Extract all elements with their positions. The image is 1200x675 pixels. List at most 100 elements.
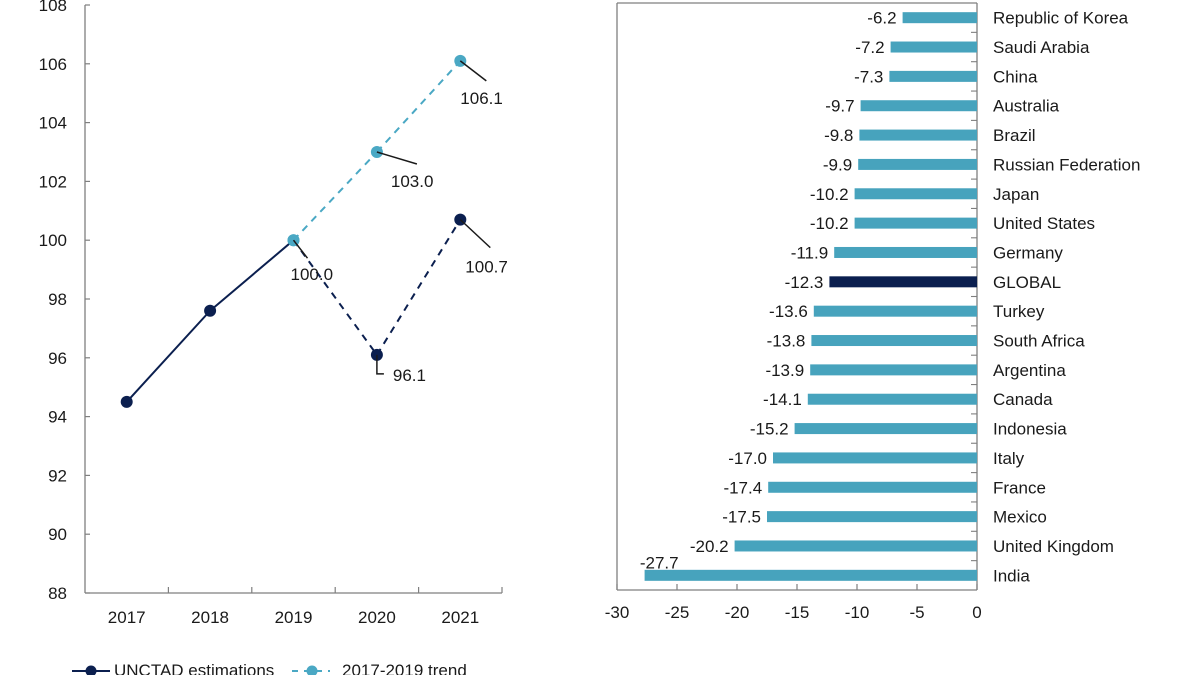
estimation-line-segment	[209, 239, 295, 312]
category-label: Indonesia	[993, 420, 1067, 439]
category-label: United Kingdom	[993, 537, 1114, 556]
bar	[811, 335, 977, 347]
estimation-line-segment	[376, 219, 462, 356]
y-tick-label: 104	[39, 114, 67, 133]
bar	[854, 188, 977, 200]
bar-global	[829, 276, 977, 288]
category-label: United States	[993, 214, 1095, 233]
estimation-point	[120, 395, 133, 408]
data-label: -15.2	[750, 420, 789, 439]
trend-line-segment	[292, 151, 378, 241]
bar	[889, 70, 977, 82]
x-tick-label: -5	[909, 603, 924, 622]
data-label: -14.1	[763, 390, 802, 409]
data-label: -27.7	[640, 553, 679, 572]
x-tick-label: 2019	[275, 608, 313, 627]
data-label: -13.6	[769, 302, 808, 321]
bar	[860, 100, 977, 112]
bar	[902, 12, 977, 24]
y-tick-label: 106	[39, 55, 67, 74]
data-label: -9.7	[825, 97, 854, 116]
bar	[834, 246, 977, 258]
label-leader-line	[292, 239, 309, 259]
data-label: -17.5	[722, 508, 761, 527]
legend-estimation-label: UNCTAD estimations	[114, 661, 274, 675]
trend-line-segment	[376, 60, 462, 153]
data-label: -17.0	[728, 449, 767, 468]
bar	[767, 511, 977, 523]
bar	[813, 305, 977, 317]
category-label: Mexico	[993, 508, 1047, 527]
bar	[810, 364, 977, 376]
y-tick-label: 102	[39, 172, 67, 191]
legend-trend-marker-icon	[306, 665, 318, 675]
label-leader-line	[376, 151, 418, 165]
line-chart: 88 90 92 94 96 98 100 102 104 106 108 2017 2018 2019 2…	[39, 0, 508, 675]
category-label: Germany	[993, 243, 1063, 262]
data-label: 106.1	[460, 89, 503, 108]
category-label: Italy	[993, 449, 1025, 468]
category-label: Brazil	[993, 126, 1036, 145]
x-tick-label: -25	[665, 603, 690, 622]
category-label: Japan	[993, 185, 1039, 204]
bar	[854, 217, 977, 229]
category-label: France	[993, 478, 1046, 497]
y-tick-label: 100	[39, 231, 67, 250]
y-tick-label: 98	[48, 290, 67, 309]
category-label: Russian Federation	[993, 155, 1140, 174]
data-label: -10.2	[810, 185, 849, 204]
data-label: -12.3	[785, 273, 824, 292]
data-label: 103.0	[391, 172, 434, 191]
data-label: -13.8	[767, 332, 806, 351]
x-tick-label: 0	[972, 603, 981, 622]
data-label: -7.2	[855, 38, 884, 57]
data-label: 100.7	[465, 258, 508, 277]
bar	[807, 393, 977, 405]
data-label: 96.1	[393, 366, 426, 385]
data-label: -17.4	[723, 478, 762, 497]
estimation-line-segment	[125, 310, 211, 403]
y-tick-label: 108	[39, 0, 67, 15]
category-label: Turkey	[993, 302, 1045, 321]
y-tick-label: 90	[48, 525, 67, 544]
y-tick-label: 92	[48, 466, 67, 485]
x-tick-label: 2020	[358, 608, 396, 627]
bar	[644, 569, 977, 581]
data-label: -6.2	[867, 9, 896, 28]
y-tick-label: 94	[48, 408, 67, 427]
bar	[858, 158, 977, 170]
category-label: GLOBAL	[993, 273, 1061, 292]
bar	[890, 41, 977, 53]
data-label: -20.2	[690, 537, 729, 556]
category-label: South Africa	[993, 332, 1085, 351]
x-tick-label: -30	[605, 603, 630, 622]
legend-estimation-marker-icon	[85, 665, 97, 675]
x-tick-label: -15	[785, 603, 810, 622]
label-leader-line	[376, 354, 384, 375]
estimation-line-segment	[292, 239, 378, 356]
category-label: Republic of Korea	[993, 9, 1129, 28]
data-label: -9.8	[824, 126, 853, 145]
data-label: -7.3	[854, 67, 883, 86]
category-label: China	[993, 67, 1038, 86]
estimation-point	[204, 304, 217, 317]
x-tick-label: -20	[725, 603, 750, 622]
category-label: India	[993, 566, 1030, 585]
y-tick-label: 96	[48, 349, 67, 368]
bar	[859, 129, 977, 141]
data-label: 100.0	[291, 265, 334, 284]
bar	[734, 540, 977, 552]
legend-trend-label: 2017-2019 trend	[342, 661, 467, 675]
category-label: Canada	[993, 390, 1053, 409]
data-label: -9.9	[823, 155, 852, 174]
label-leader-line	[459, 60, 487, 82]
x-tick-label: 2021	[441, 608, 479, 627]
x-tick-label: 2017	[108, 608, 146, 627]
bar-chart: -30 -25 -20 -15 -10 -5 0 -6.2 Republic of Korea -…	[605, 2, 1140, 622]
data-label: -10.2	[810, 214, 849, 233]
category-label: Saudi Arabia	[993, 38, 1090, 57]
data-label: -13.9	[765, 361, 804, 380]
data-label: -11.9	[791, 243, 829, 262]
x-tick-label: 2018	[191, 608, 229, 627]
